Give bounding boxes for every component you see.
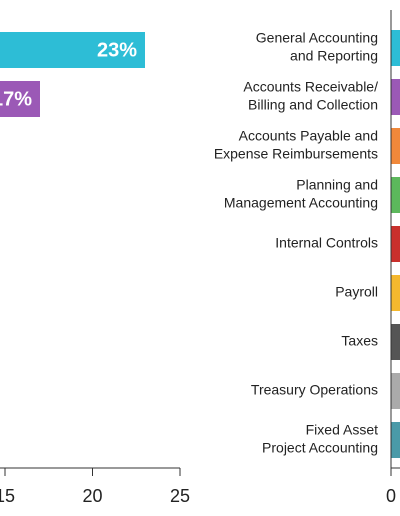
bar [391, 324, 400, 360]
bar [391, 128, 400, 164]
bar [391, 373, 400, 409]
category-label: Expense Reimbursements [214, 146, 378, 162]
x-tick-label: 25 [170, 486, 190, 506]
category-label: Accounts Payable and [239, 128, 378, 144]
category-label: Payroll [335, 284, 378, 300]
bar [0, 32, 145, 68]
value-label: 23% [97, 39, 137, 61]
x-tick-label: 15 [0, 486, 15, 506]
bar [391, 226, 400, 262]
bar [0, 81, 40, 117]
category-label: Fixed Asset [306, 422, 378, 438]
category-label: General Accounting [256, 30, 378, 46]
category-label: Taxes [341, 333, 378, 349]
x-tick-label: 20 [82, 486, 102, 506]
category-label: Treasury Operations [251, 382, 378, 398]
bar [391, 422, 400, 458]
category-label: Planning and [296, 177, 378, 193]
category-label: Project Accounting [262, 440, 378, 456]
category-label: Internal Controls [275, 235, 378, 251]
bar [391, 275, 400, 311]
value-label: 17% [0, 88, 32, 110]
bar [391, 79, 400, 115]
bar [391, 30, 400, 66]
category-label: Accounts Receivable/ [243, 79, 378, 95]
category-label: and Reporting [290, 48, 378, 64]
category-label: Management Accounting [224, 195, 378, 211]
bar [391, 177, 400, 213]
category-label: Billing and Collection [248, 97, 378, 113]
x-tick-label: 0 [386, 486, 396, 506]
